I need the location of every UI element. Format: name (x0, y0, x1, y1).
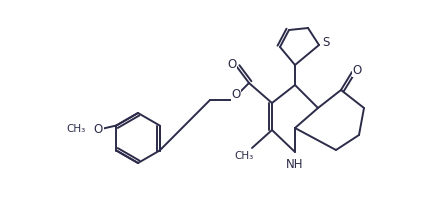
Text: S: S (322, 37, 330, 50)
Text: O: O (231, 89, 241, 102)
Text: O: O (227, 58, 237, 71)
Text: O: O (94, 123, 103, 136)
Text: NH: NH (286, 159, 304, 172)
Text: O: O (352, 63, 362, 76)
Text: CH₃: CH₃ (234, 151, 254, 161)
Text: CH₃: CH₃ (66, 124, 85, 134)
